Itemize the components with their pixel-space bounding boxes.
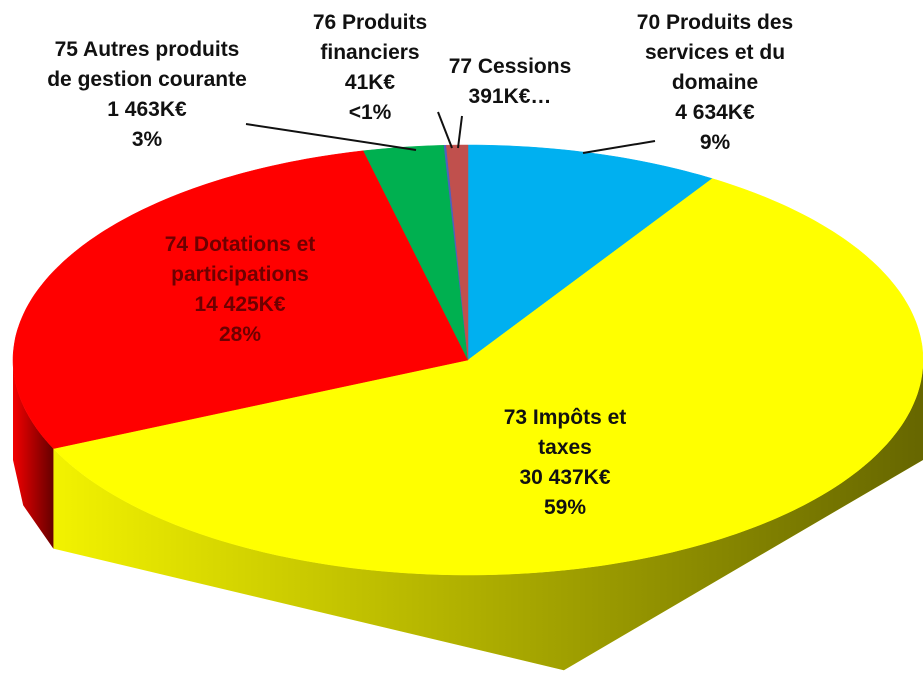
slice-side-shade	[53, 360, 923, 671]
slice	[467, 144, 713, 361]
leader-line	[457, 115, 463, 149]
value-label: 4 634K€	[675, 101, 755, 124]
value-label: 14 425K€	[194, 293, 286, 316]
slice-name: 76 Produits financiers	[312, 11, 428, 64]
slice-label: 75 Autres produits de gestion courante 1 …	[42, 35, 252, 155]
slice-name: 75 Autres produits de gestion courante	[47, 38, 247, 91]
value-label: 391K€…	[468, 85, 552, 108]
slice-name: 74 Dotations et participations	[164, 233, 316, 286]
percent-label: 59%	[543, 496, 587, 519]
percent-label: 9%	[699, 131, 731, 154]
slice-side-shade	[13, 360, 54, 549]
percent-label: <1%	[348, 101, 392, 124]
leader-line	[582, 140, 656, 154]
slice-name: 70 Produits des services et du domaine	[636, 11, 794, 94]
slice-label: 70 Produits des services et du domaine 4 …	[615, 8, 815, 158]
value-label: 30 437K€	[519, 466, 611, 489]
slice	[446, 144, 469, 361]
value-label: 41K€	[344, 71, 396, 94]
slice	[52, 178, 923, 576]
slice-label: 76 Produits financiers 41K€ <1%	[305, 8, 435, 128]
leader-line	[245, 123, 417, 151]
leader-line	[437, 111, 453, 149]
slice-name: 77 Cessions	[448, 55, 572, 78]
percent-label: 28%	[218, 323, 262, 346]
slice-label: 74 Dotations et participations 14 425K€ 28…	[140, 230, 340, 350]
slice	[12, 150, 469, 449]
slice-label: 73 Impôts et taxes 30 437K€ 59%	[490, 403, 640, 523]
value-label: 1 463K€	[107, 98, 187, 121]
slice-label: 77 Cessions 391K€…	[430, 52, 590, 112]
percent-label: 3%	[131, 128, 163, 151]
slice-name: 73 Impôts et taxes	[503, 406, 627, 459]
